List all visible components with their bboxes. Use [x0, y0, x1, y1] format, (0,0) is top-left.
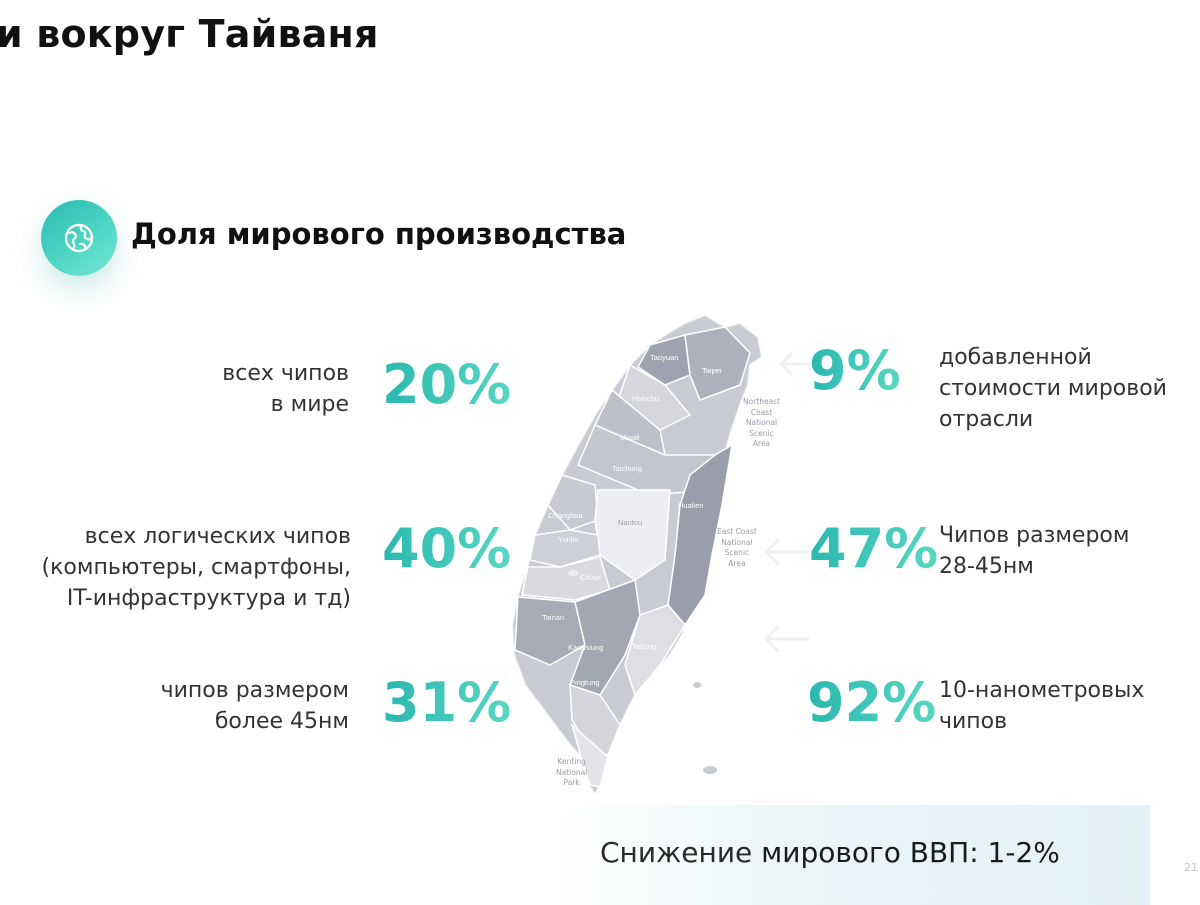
- stat-label-10nm: 10-нанометровых чипов: [939, 678, 1145, 734]
- map-label-region: Tainan: [542, 613, 564, 622]
- map-label-region: Nantou: [618, 518, 642, 527]
- stat-label-added-value: добавленной стоимости мировой отрасли: [939, 345, 1167, 432]
- map-label-park: East Coast National Scenic Area: [717, 527, 757, 568]
- gdp-callout-box: [550, 805, 1150, 905]
- map-region-taitung: [624, 604, 686, 697]
- taiwan-map: Taoyuan Taipei Hsinchu Miaoli Taichung C…: [500, 305, 800, 809]
- map-label-region: Hualien: [678, 501, 703, 510]
- map-region-taoyuan: [637, 334, 691, 386]
- stat-label-large-chips: чипов размером более 45нм: [160, 678, 349, 734]
- map-region-kenting: [570, 722, 609, 788]
- map-label-region: Chiayi: [580, 573, 601, 582]
- slide-title: и вокруг Тайваня: [0, 12, 379, 56]
- stat-value-all-chips: 20%: [382, 353, 512, 416]
- stat-value-logic-chips: 40%: [382, 517, 512, 580]
- stat-label-logic-chips: всех логических чипов (компьютеры, смарт…: [41, 524, 351, 611]
- map-label-region: Taoyuan: [650, 353, 678, 362]
- stat-value-large-chips: 31%: [382, 671, 512, 734]
- map-label-region: Taipei: [702, 366, 722, 375]
- map-label-region: Taichung: [612, 464, 642, 473]
- map-islet: [568, 570, 578, 576]
- arrow-left-icon: [764, 625, 810, 653]
- map-islet: [703, 766, 717, 774]
- section-icon-badge: [41, 200, 117, 276]
- map-region-hsinchu: [617, 363, 692, 431]
- map-region-taipei: [684, 326, 751, 401]
- section-title: Доля мирового производства: [131, 217, 627, 251]
- globe-icon: [64, 223, 94, 253]
- gdp-callout-text: Снижение мирового ВВП: 1-2%: [600, 836, 1060, 869]
- map-region-yunlin: [529, 529, 601, 568]
- page-number: 21: [1184, 861, 1198, 874]
- map-label-park: Kenting National Park: [556, 757, 588, 787]
- stat-value-28-45nm: 47%: [809, 517, 939, 580]
- map-label-region: Yunlin: [558, 535, 578, 544]
- gdp-highlight: мирового ВВП: 1-2%: [761, 836, 1060, 869]
- map-label-park: Northeast Coast National Scenic Area: [743, 397, 781, 448]
- map-region-kaohsiung: [569, 578, 641, 696]
- stat-label-all-chips: всех чипов в мире: [222, 361, 349, 417]
- arrow-left-icon: [779, 352, 815, 376]
- map-label-region: Changhua: [548, 511, 583, 520]
- map-label-region: Kaohsiung: [568, 643, 603, 652]
- map-region-changhua: [547, 474, 599, 531]
- map-islet: [693, 682, 701, 688]
- map-label-region: Pingtung: [570, 678, 600, 687]
- stat-label-28-45nm: Чипов размером 28-45нм: [939, 523, 1130, 579]
- gdp-prefix: Снижение: [600, 836, 762, 869]
- map-label-region: Miaoli: [620, 433, 640, 442]
- arrow-left-icon: [764, 538, 810, 566]
- stat-value-10nm: 92%: [807, 671, 937, 734]
- map-label-region: Taitung: [632, 642, 656, 651]
- map-label-region: Hsinchu: [632, 394, 659, 403]
- stat-value-added-value: 9%: [809, 339, 901, 402]
- map-region-tainan: [514, 596, 586, 666]
